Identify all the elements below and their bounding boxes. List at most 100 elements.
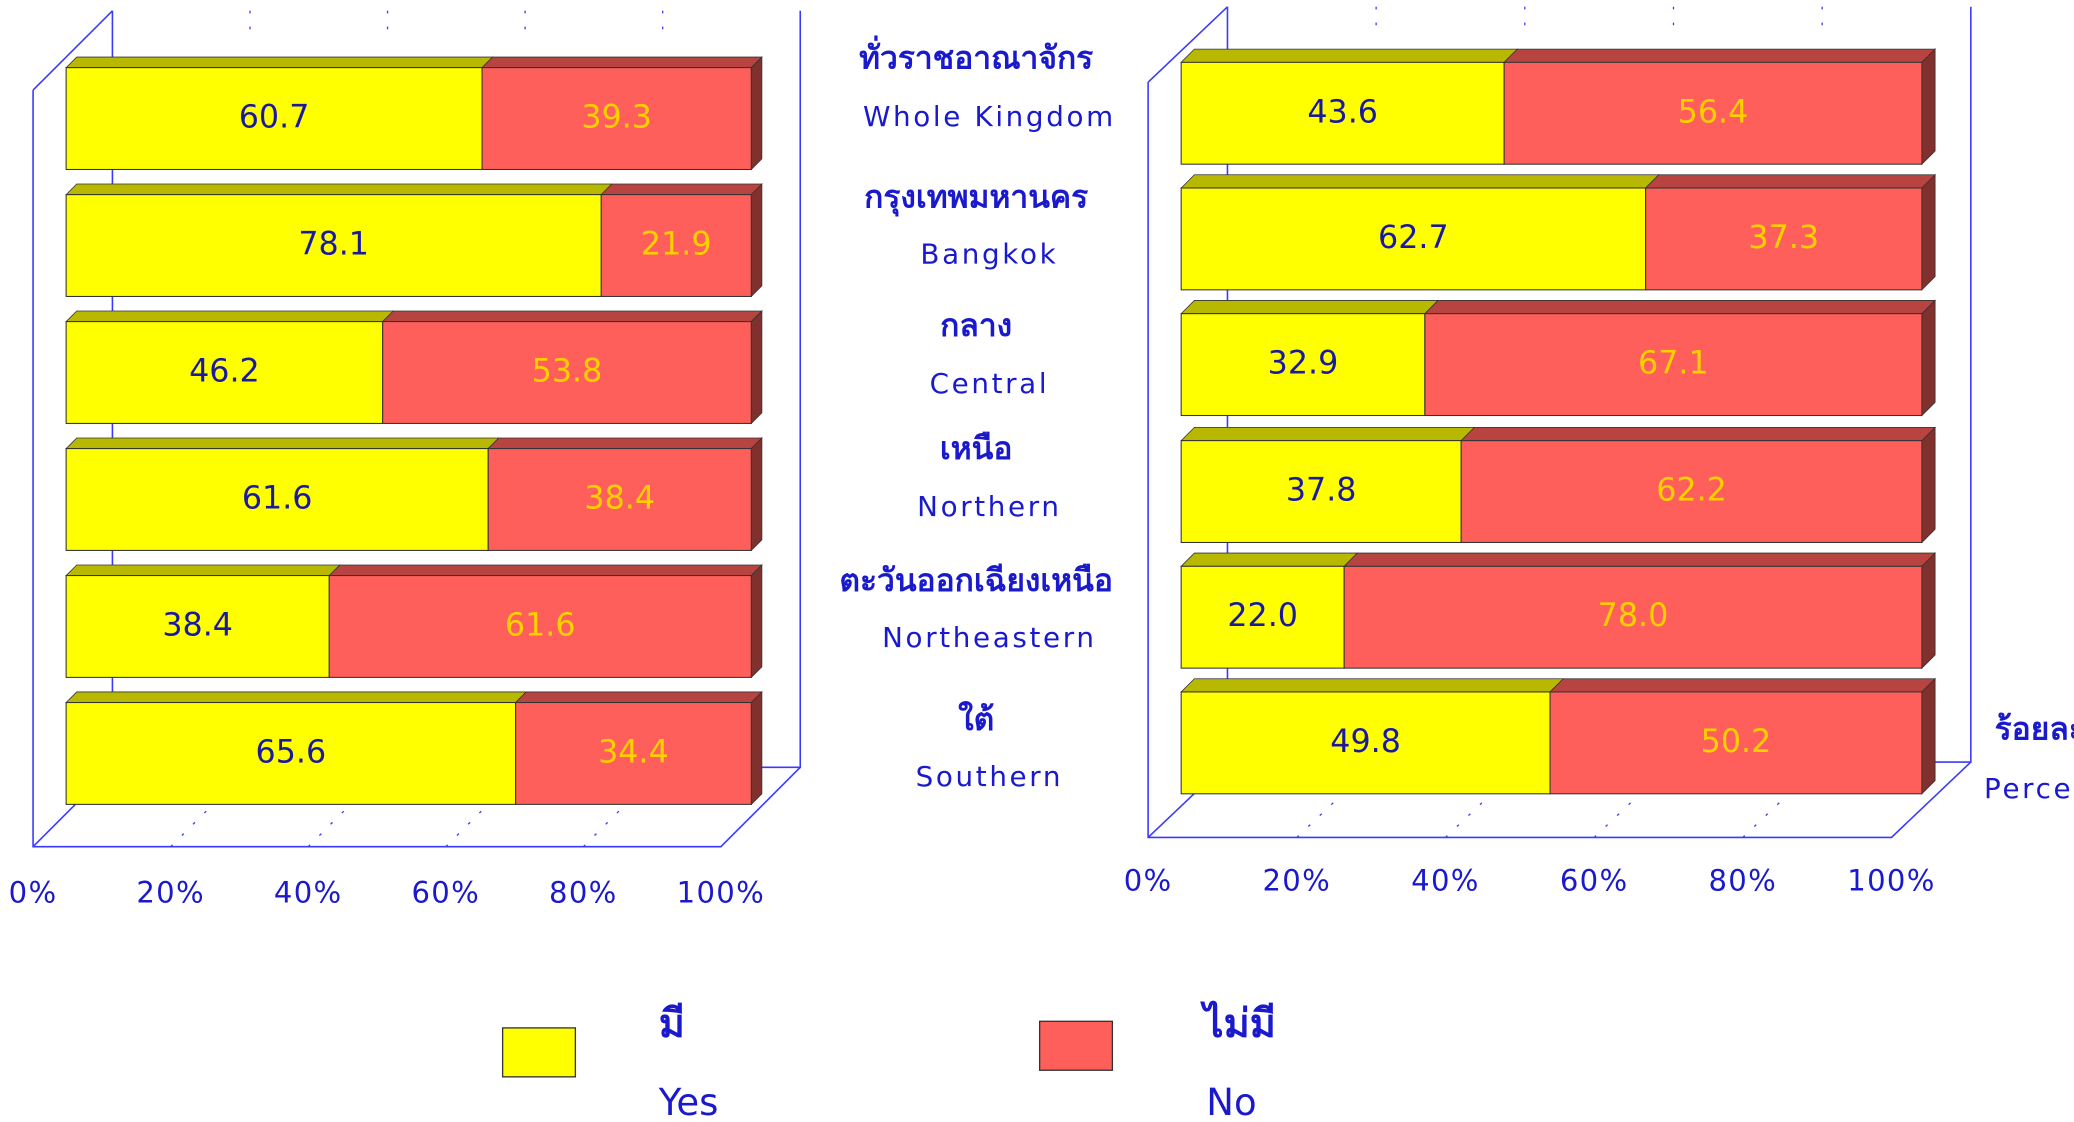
bar-top (487, 437, 763, 449)
category-label-english: Whole Kingdom (863, 100, 1116, 133)
x-tick-label: 40% (274, 875, 343, 909)
value-label: 61.6 (505, 607, 576, 643)
bar-top (1180, 678, 1565, 693)
bar-top (1423, 300, 1937, 315)
category-label-english: Northeastern (882, 621, 1096, 654)
bar-side (750, 564, 763, 679)
value-label: 46.2 (189, 354, 260, 390)
x-tick-label: 80% (549, 875, 618, 909)
value-label: 65.6 (256, 734, 327, 770)
value-label: 53.8 (532, 354, 603, 390)
bar (515, 702, 752, 805)
category-label-thai: กรุงเทพมหานคร (864, 180, 1088, 217)
value-label: 21.9 (641, 227, 712, 263)
bar (1180, 440, 1462, 544)
category-label-thai: เหนือ (940, 431, 1013, 467)
bar-top (65, 56, 494, 69)
category-label-english: Southern (916, 760, 1063, 793)
bar (1460, 440, 1923, 544)
x-tick-label: 0% (1124, 863, 1173, 897)
bar-side (750, 437, 763, 552)
category-label-thai: ตะวันออกเฉียงเหนือ (839, 563, 1113, 599)
legend-swatch (1038, 1020, 1114, 1071)
bar (65, 194, 602, 297)
value-label: 37.8 (1286, 473, 1357, 509)
grid-line (1444, 761, 1526, 838)
frame (32, 90, 801, 848)
bar-side (750, 56, 763, 171)
frame (32, 10, 113, 91)
value-label: 34.4 (598, 734, 669, 770)
value-label: 67.1 (1638, 346, 1709, 382)
bar-side (1921, 173, 1936, 291)
x-tick-label: 20% (136, 875, 205, 909)
value-label: 38.4 (162, 607, 233, 643)
value-label: 62.7 (1378, 220, 1449, 256)
bar-top (65, 691, 528, 703)
grid-line (1593, 761, 1674, 838)
bar-top (328, 564, 763, 576)
x-tick-label: 60% (1560, 863, 1629, 897)
bar-top (1460, 427, 1937, 442)
category-label-thai: ทั่วราชอาณาจักร (859, 36, 1093, 77)
grid-line (1742, 761, 1823, 838)
bar (382, 321, 752, 424)
bar (1645, 187, 1923, 291)
bar (1180, 565, 1345, 669)
x-tick-label: 60% (411, 875, 480, 909)
bar-top (481, 56, 763, 69)
x-tick-label: 80% (1708, 863, 1777, 897)
unit-label-thai: ร้อยละ (1995, 711, 2074, 747)
value-label: 50.2 (1701, 724, 1772, 760)
legend-swatch (501, 1027, 577, 1078)
bar-top (65, 310, 395, 322)
bar-top (1503, 48, 1937, 63)
value-label: 61.6 (242, 480, 313, 516)
value-label: 22.0 (1227, 598, 1298, 634)
bar (1180, 691, 1551, 795)
unit-label-english: Percent (1984, 772, 2074, 805)
bar-top (1180, 174, 1660, 189)
value-label: 37.3 (1748, 220, 1819, 256)
legend-label-english: Yes (658, 1081, 719, 1122)
bar (481, 67, 752, 171)
bar (1343, 565, 1923, 669)
bar-side (1921, 299, 1936, 417)
value-label: 38.4 (584, 480, 655, 516)
category-label-english: Northern (917, 490, 1061, 523)
bar-side (750, 310, 763, 425)
x-tick-label: 0% (9, 875, 58, 909)
bar (1180, 187, 1647, 291)
value-label: 39.3 (581, 100, 652, 136)
bar-side (750, 183, 763, 298)
value-label: 32.9 (1268, 346, 1339, 382)
bar-top (65, 564, 341, 576)
x-tick-label: 40% (1411, 863, 1480, 897)
bar (1549, 691, 1923, 795)
bar (600, 194, 752, 297)
bar-top (65, 183, 613, 196)
bar (1503, 61, 1923, 165)
bar-top (1180, 48, 1519, 63)
bar (1180, 313, 1426, 417)
value-label: 56.4 (1678, 94, 1749, 130)
legend-label-thai: มี (659, 1001, 685, 1047)
category-label-thai: ใต้ (958, 701, 994, 738)
bar-top (1180, 427, 1476, 442)
bar (65, 448, 489, 551)
bar-top (1644, 174, 1937, 189)
bar-side (1921, 677, 1936, 795)
category-label-english: Bangkok (920, 237, 1058, 270)
bar (65, 575, 330, 678)
bar-top (514, 691, 763, 703)
value-label: 49.8 (1330, 724, 1401, 760)
bar-side (750, 690, 763, 806)
bar (1180, 61, 1505, 165)
frame (1147, 6, 1229, 83)
value-label: 43.6 (1307, 94, 1378, 130)
value-label: 62.2 (1656, 473, 1727, 509)
bar-top (600, 183, 763, 196)
grid-line (1296, 761, 1377, 838)
bar (1424, 313, 1923, 417)
